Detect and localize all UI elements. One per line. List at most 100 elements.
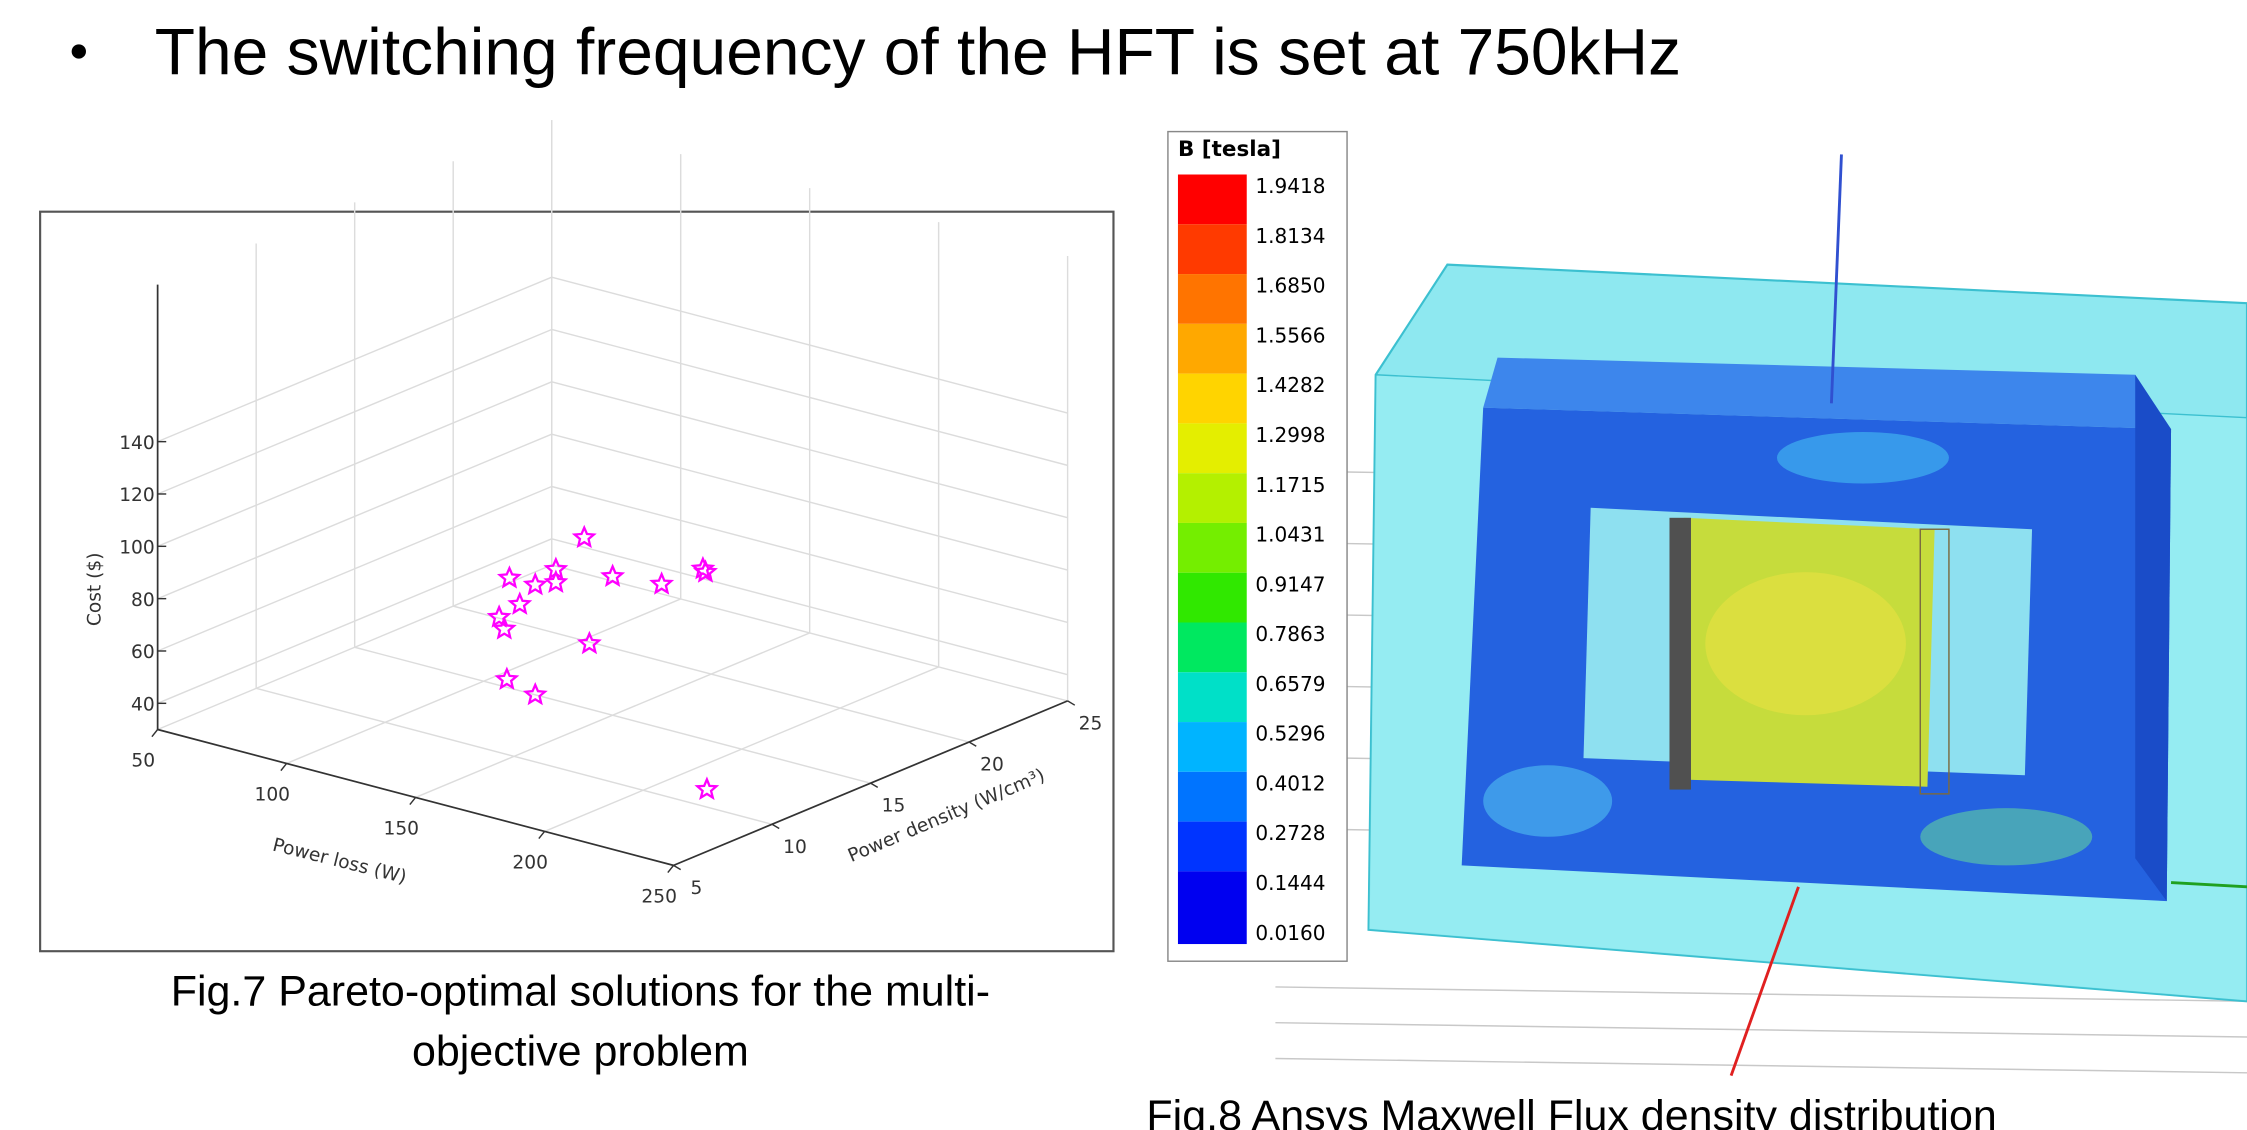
colorbar-label: 1.0431 <box>1255 523 1325 547</box>
scatter-point <box>486 604 512 628</box>
axis-y <box>2170 881 2247 889</box>
x-tick-label: 250 <box>641 887 677 908</box>
grid-line <box>551 381 1068 519</box>
scatter-point <box>522 681 548 706</box>
flux-patch <box>1776 431 1949 484</box>
scatter-point <box>693 559 718 583</box>
x-tick-label: 50 <box>131 751 155 772</box>
grid-line <box>551 328 1068 467</box>
z-tick-label: 120 <box>119 485 155 506</box>
colorbar-swatch <box>1177 423 1247 474</box>
colorbar-swatch <box>1177 224 1247 275</box>
tick-mark <box>409 796 417 806</box>
colorbar-label: 0.6579 <box>1255 672 1325 696</box>
x-tick-label: 200 <box>512 853 548 874</box>
scatter-point <box>496 565 522 589</box>
colorbar-label: 1.6850 <box>1255 274 1325 298</box>
caption: objective problem <box>412 1028 749 1076</box>
tick-mark <box>151 729 159 738</box>
colorbar-label: 1.9418 <box>1255 174 1325 198</box>
scatter-point <box>507 591 533 615</box>
colorbar-label: 0.1444 <box>1255 871 1325 895</box>
figure-frame <box>39 210 1115 953</box>
z-axis-label: Cost ($) <box>84 553 105 627</box>
colorbar-swatch <box>1177 572 1247 623</box>
z-tick-label: 140 <box>119 433 155 454</box>
axis-z <box>1829 154 1843 404</box>
x-tick-label: 150 <box>383 819 419 840</box>
tick-mark <box>968 741 977 747</box>
colorbar-swatch <box>1177 522 1247 573</box>
colorbar-label: 0.5296 <box>1255 722 1325 746</box>
core-side <box>2135 374 2172 902</box>
z-tick-label: 40 <box>131 694 155 715</box>
scatter-point <box>600 563 626 587</box>
grid-line <box>354 646 871 784</box>
flux-image <box>1275 154 2247 1077</box>
y-tick-label: 15 <box>882 796 906 817</box>
colorbar-swatch <box>1177 771 1247 822</box>
grid-line <box>157 328 552 495</box>
colorbar-label: 1.4282 <box>1255 373 1325 397</box>
flux-patch <box>1920 808 2093 866</box>
scatter-point <box>543 569 569 594</box>
y-tick-label: 5 <box>691 878 703 899</box>
grid-line <box>255 687 773 825</box>
colorbar-swatch <box>1177 323 1247 374</box>
x-tick-label: 100 <box>254 785 290 806</box>
colorbar-swatch <box>1177 672 1247 723</box>
grid-line <box>157 485 552 652</box>
axis-x <box>1729 886 1800 1077</box>
grid-line <box>551 433 1068 571</box>
grid-line <box>551 538 1068 676</box>
z-tick-label: 100 <box>119 537 155 558</box>
grid-line <box>157 433 552 600</box>
scatter-point <box>690 555 716 580</box>
z-tick-label: 60 <box>131 642 155 663</box>
bullet-dot <box>71 44 86 59</box>
colorbar-title: B [tesla] <box>1178 137 1281 162</box>
colorbar-swatch <box>1177 274 1247 324</box>
tick-mark <box>538 830 546 840</box>
colorbar-swatch <box>1177 722 1247 772</box>
grid-line <box>157 276 552 443</box>
colorbar-swatch <box>1177 871 1247 945</box>
colorbar-swatch <box>1177 473 1247 523</box>
grid-line <box>551 276 1068 414</box>
grid-line <box>551 485 1068 624</box>
scatter-point <box>571 524 597 549</box>
caption: Fig.8 Ansys Maxwell Flux density distrib… <box>1146 1092 1996 1130</box>
colorbar-label: 0.7863 <box>1255 622 1325 646</box>
flux-patch <box>1483 765 1613 837</box>
scatter-point <box>694 776 720 801</box>
colorbar-label: 0.4012 <box>1255 771 1325 795</box>
y-tick-label: 25 <box>1079 714 1103 735</box>
colorbar: 1.9418 1.8134 1.6850 1.5566 1.4282 1.2998 1.17… <box>1177 174 1325 945</box>
y-tick-label: 10 <box>783 837 807 858</box>
colorbar-label: 1.2998 <box>1255 423 1325 447</box>
tick-mark <box>870 782 879 789</box>
colorbar-label: 1.5566 <box>1255 323 1325 347</box>
scatter-point <box>522 571 548 596</box>
tick-mark <box>667 864 675 873</box>
tick-mark <box>673 864 682 871</box>
grid-line <box>157 381 552 547</box>
flux-patch <box>1705 572 1906 716</box>
colorbar-label: 0.2728 <box>1255 821 1325 845</box>
colorbar-label: 1.1715 <box>1255 473 1325 497</box>
grid-line <box>157 538 552 704</box>
colorbar-swatch <box>1177 174 1247 225</box>
colorbar-swatch <box>1177 622 1247 673</box>
colorbar-label: 0.0160 <box>1255 921 1325 945</box>
caption: Fig.7 Pareto-optimal solutions for the m… <box>171 968 990 1016</box>
z-tick-label: 80 <box>131 590 155 611</box>
winding-edge <box>1669 517 1691 790</box>
tick-mark <box>771 823 780 830</box>
bullet-text: The switching frequency of the HFT is se… <box>155 14 1681 88</box>
grid-line <box>551 564 1068 702</box>
colorbar-label: 1.8134 <box>1255 224 1325 248</box>
winding-edge <box>1919 528 1950 795</box>
y-tick-label: 20 <box>980 755 1004 776</box>
scatter-point <box>494 666 520 690</box>
